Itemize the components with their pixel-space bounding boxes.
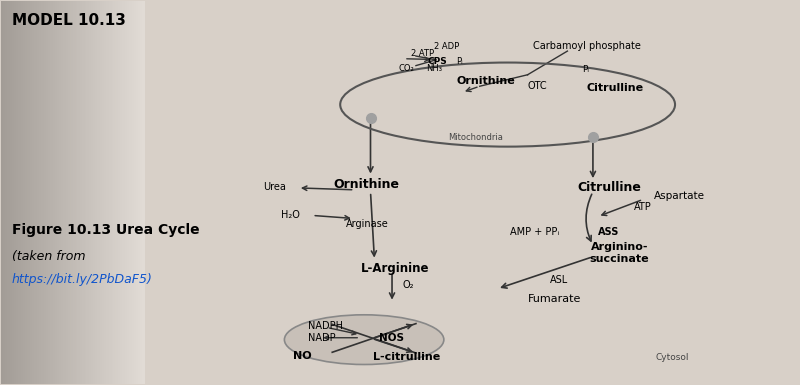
Text: Mitochondria: Mitochondria (448, 132, 503, 142)
Text: L-citrulline: L-citrulline (373, 352, 440, 362)
Text: ASS: ASS (598, 227, 619, 237)
Text: Ornithine: Ornithine (457, 75, 515, 85)
Text: Aspartate: Aspartate (654, 191, 705, 201)
Text: NADP: NADP (308, 333, 336, 343)
Text: NO: NO (294, 351, 312, 361)
Text: Arginino-
succinate: Arginino- succinate (590, 242, 649, 264)
Text: ASL: ASL (550, 275, 569, 285)
Text: O₂: O₂ (402, 280, 414, 290)
Text: Citrulline: Citrulline (586, 83, 644, 93)
Text: 2 ADP: 2 ADP (434, 42, 459, 50)
Text: ATP: ATP (634, 202, 651, 212)
Ellipse shape (285, 315, 444, 365)
Text: Arginase: Arginase (346, 219, 389, 229)
Text: MODEL 10.13: MODEL 10.13 (12, 13, 126, 28)
Text: 2 ATP: 2 ATP (410, 49, 434, 58)
Text: Citrulline: Citrulline (577, 181, 641, 194)
Text: https://bit.ly/2PbDaF5): https://bit.ly/2PbDaF5) (12, 273, 153, 286)
Text: Pᵢ: Pᵢ (582, 65, 590, 74)
Text: NH₃: NH₃ (426, 64, 442, 73)
Text: Urea: Urea (263, 182, 286, 192)
Text: (taken from: (taken from (12, 250, 86, 263)
Text: NADPH: NADPH (308, 321, 343, 331)
Text: Figure 10.13 Urea Cycle: Figure 10.13 Urea Cycle (12, 223, 199, 237)
Text: Ornithine: Ornithine (334, 177, 399, 191)
Text: L-Arginine: L-Arginine (361, 262, 430, 275)
Text: NOS: NOS (379, 333, 404, 343)
Text: Cytosol: Cytosol (655, 353, 689, 362)
Text: CO₂: CO₂ (398, 64, 414, 73)
Text: Pᵢ: Pᵢ (456, 57, 462, 66)
Text: CPS: CPS (427, 57, 447, 66)
Text: H₂O: H₂O (282, 210, 300, 220)
Text: Fumarate: Fumarate (527, 294, 581, 304)
Text: Carbamoyl phosphate: Carbamoyl phosphate (534, 42, 642, 52)
Text: AMP + PPᵢ: AMP + PPᵢ (510, 227, 559, 237)
Text: OTC: OTC (527, 81, 547, 91)
